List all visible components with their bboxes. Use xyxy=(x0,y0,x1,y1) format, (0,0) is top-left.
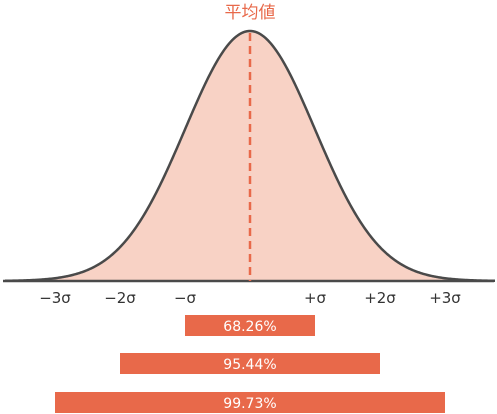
range-bar-label: 95.44% xyxy=(223,357,276,373)
range-bar xyxy=(120,353,380,374)
range-bars: 68.26% 95.44% 99.73% xyxy=(55,315,445,413)
mean-label: 平均値 xyxy=(225,3,276,23)
tick-label: +3σ xyxy=(429,289,461,307)
tick-label: −2σ xyxy=(104,289,136,307)
x-tick-labels: −3σ −2σ −σ +σ +2σ +3σ xyxy=(39,289,461,307)
tick-label: −3σ xyxy=(39,289,71,307)
range-bar-label: 68.26% xyxy=(223,319,276,335)
range-bar-label: 99.73% xyxy=(223,396,276,412)
tick-label: −σ xyxy=(174,289,197,307)
tick-label: +2σ xyxy=(364,289,396,307)
normal-curve xyxy=(4,29,496,283)
range-bar xyxy=(55,392,445,413)
tick-label: +σ xyxy=(304,289,327,307)
range-bar xyxy=(185,315,315,336)
